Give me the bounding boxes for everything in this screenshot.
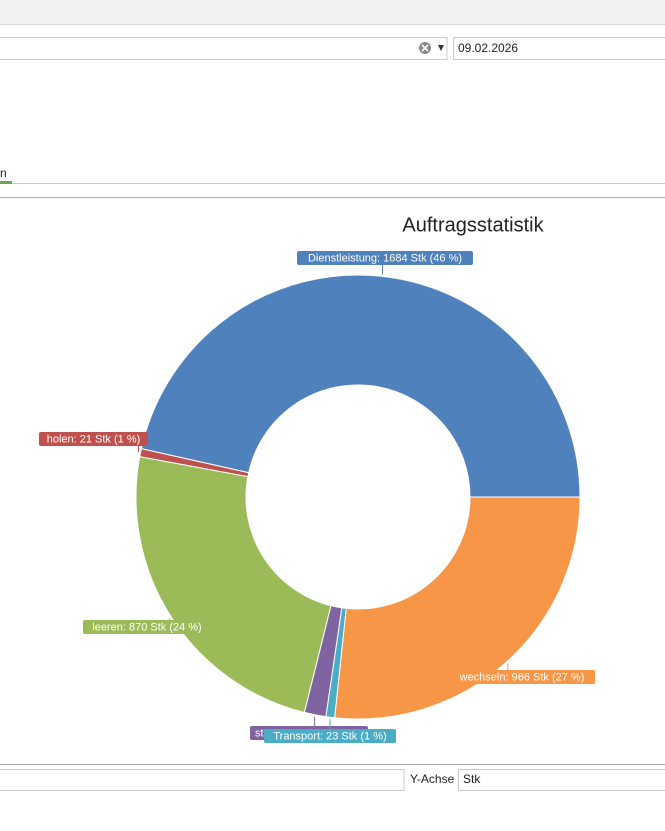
x-axis-input[interactable]: [0, 769, 405, 791]
data-label: Transport: 23 Stk (1 %): [273, 730, 386, 742]
combo-input[interactable]: [0, 37, 448, 60]
date-input[interactable]: [453, 37, 665, 60]
y-axis-unit: Stk: [463, 772, 481, 786]
data-label: leeren: 870 Stk (24 %): [92, 621, 201, 633]
tab-active-indicator: [0, 181, 12, 184]
data-label: Dienstleistung: 1684 Stk (46 %): [308, 252, 462, 264]
y-axis-label: Y-Achse: [410, 772, 455, 786]
data-label: st: [255, 727, 264, 739]
data-label-box: [449, 670, 595, 684]
toolbar: [0, 0, 665, 24]
slice: [334, 496, 581, 720]
slice: [135, 456, 332, 714]
date-value: 09.02.2026: [458, 41, 518, 55]
chart: Auftragsstatistik st wechseln: 966 Stk (2…: [39, 214, 595, 743]
chart-title: Auftragsstatistik: [402, 214, 544, 236]
slice: [140, 274, 581, 498]
clear-icon-x: [421, 44, 429, 52]
y-axis-input[interactable]: [458, 769, 665, 791]
data-label-box: [264, 729, 396, 743]
data-label: wechseln: 966 Stk (27 %): [459, 671, 585, 683]
tab-label[interactable]: n: [0, 166, 7, 180]
data-label-box: [297, 251, 473, 265]
data-label: holen: 21 Stk (1 %): [47, 433, 141, 445]
data-label-box: [83, 620, 211, 634]
dropdown-arrow[interactable]: [438, 45, 444, 51]
data-label-box: [39, 432, 148, 446]
